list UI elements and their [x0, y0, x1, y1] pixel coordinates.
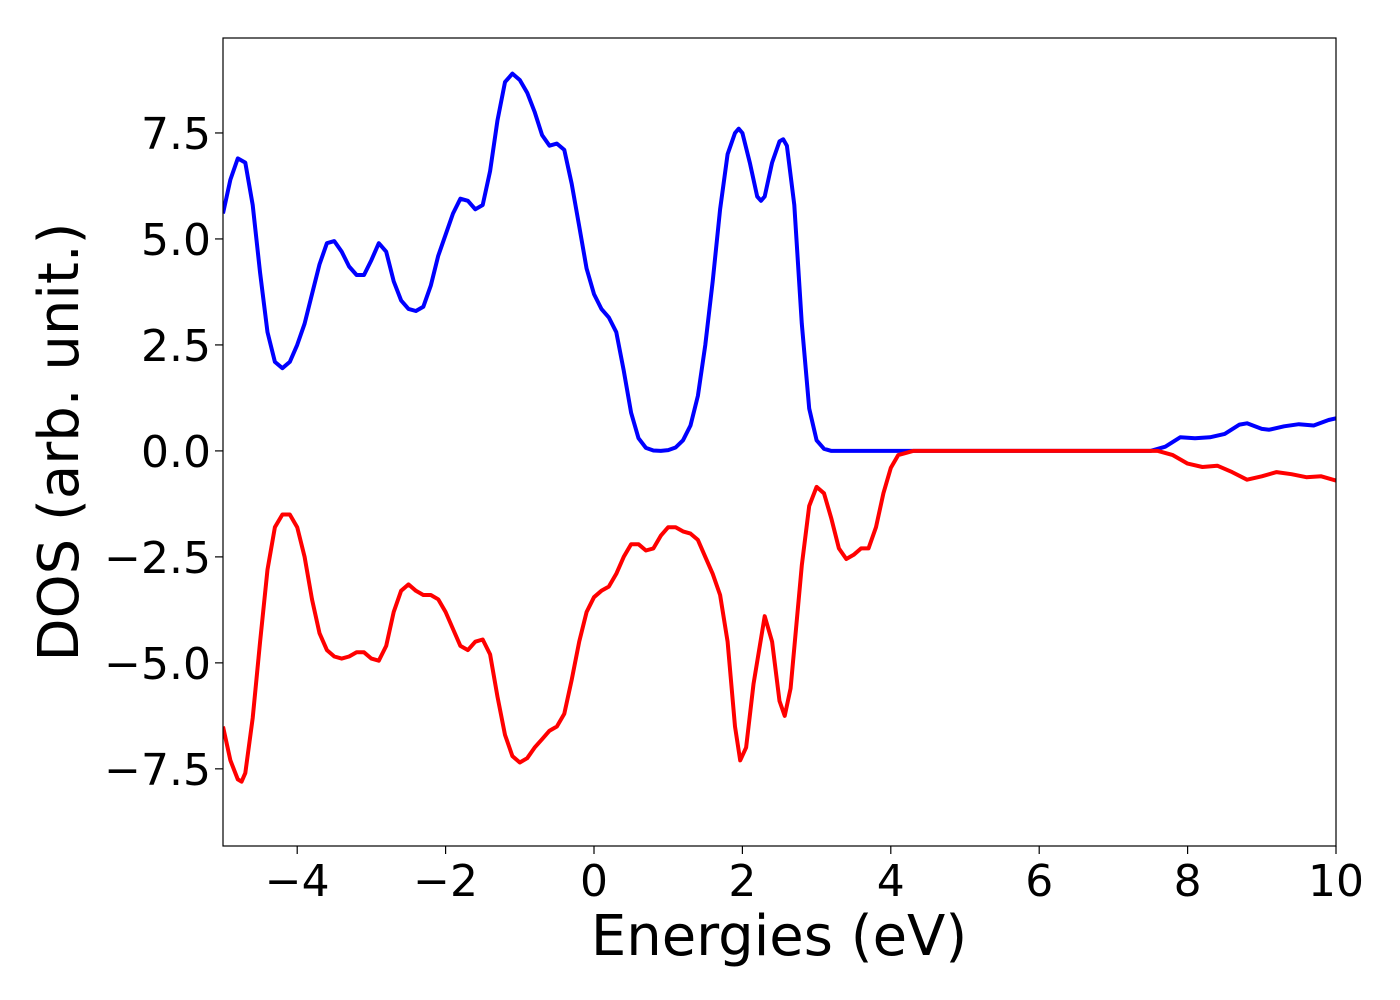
- x-tick-label: 10: [1308, 856, 1364, 907]
- x-tick-label: 4: [877, 856, 905, 907]
- x-axis-label: Energies (eV): [591, 904, 967, 969]
- y-tick-label: 5.0: [141, 215, 211, 266]
- y-tick-label: 7.5: [141, 109, 211, 160]
- plot-frame: [222, 37, 1337, 847]
- x-tick-label: 6: [1025, 856, 1053, 907]
- y-tick-label: −5.0: [104, 639, 211, 690]
- y-tick-label: −7.5: [104, 745, 211, 796]
- series-line: [223, 71, 1336, 453]
- x-tick-label: 2: [728, 856, 756, 907]
- series-line: [223, 448, 1336, 784]
- y-axis-label: DOS (arb. unit.): [27, 222, 92, 661]
- x-tick-label: 8: [1174, 856, 1202, 907]
- y-tick-label: −2.5: [104, 533, 211, 584]
- y-tick-label: 0.0: [141, 427, 211, 478]
- y-tick-label: 2.5: [141, 321, 211, 372]
- x-tick-label: −2: [413, 856, 478, 907]
- x-tick-label: −4: [265, 856, 330, 907]
- x-tick-label: 0: [580, 856, 608, 907]
